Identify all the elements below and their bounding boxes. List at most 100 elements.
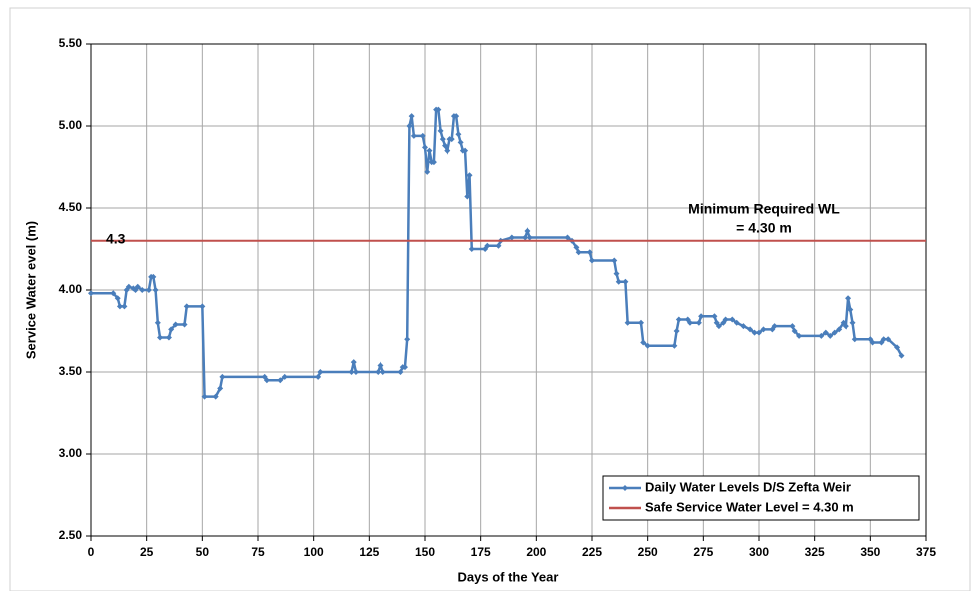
data-point	[315, 373, 322, 380]
data-point	[455, 131, 462, 138]
data-point	[715, 323, 722, 330]
x-tick-label: 275	[693, 545, 713, 559]
data-point	[437, 127, 444, 134]
data-point	[424, 168, 431, 175]
data-point	[522, 234, 529, 241]
data-point	[845, 295, 852, 302]
data-point	[139, 287, 146, 293]
x-tick-label: 225	[582, 545, 602, 559]
x-tick-label: 350	[860, 545, 880, 559]
data-point	[219, 373, 226, 380]
data-point	[673, 328, 680, 334]
data-point	[430, 159, 437, 166]
data-point	[464, 193, 471, 200]
data-point	[422, 144, 428, 151]
data-point	[613, 270, 620, 277]
x-tick-label: 100	[304, 545, 324, 559]
data-point	[751, 329, 758, 336]
data-point	[698, 313, 705, 320]
x-tick-label: 175	[471, 545, 491, 559]
data-point	[263, 377, 270, 384]
data-point	[729, 316, 736, 323]
annotation: Minimum Required WL	[688, 201, 840, 217]
data-point	[352, 369, 359, 375]
legend	[602, 475, 920, 521]
data-point	[695, 319, 702, 326]
y-tick-label: 4.00	[59, 282, 83, 296]
data-point	[404, 336, 411, 343]
data-point	[484, 242, 491, 249]
data-point	[847, 306, 854, 313]
data-point	[377, 362, 384, 369]
data-point	[831, 329, 838, 336]
data-point	[172, 321, 179, 328]
data-point	[733, 319, 740, 326]
data-point	[740, 323, 747, 330]
y-tick-label: 5.50	[59, 36, 83, 50]
data-point	[586, 249, 593, 256]
data-point	[675, 316, 682, 323]
x-tick-label: 325	[805, 545, 825, 559]
data-point	[827, 332, 834, 339]
data-point	[822, 329, 829, 336]
data-point	[406, 123, 413, 129]
x-tick-label: 0	[88, 545, 95, 559]
data-point	[317, 369, 324, 375]
data-point	[885, 336, 892, 343]
data-point	[637, 319, 644, 326]
x-tick-label: 50	[196, 545, 210, 559]
data-point	[379, 369, 386, 375]
data-point	[435, 106, 442, 113]
data-point	[448, 136, 455, 143]
data-point	[760, 326, 767, 333]
data-point	[277, 377, 284, 384]
data-point	[573, 244, 580, 251]
data-point	[401, 364, 408, 371]
data-point	[851, 336, 858, 343]
y-axis-label: Service Water evel (m)	[23, 221, 38, 359]
x-tick-label: 375	[916, 545, 936, 559]
data-point	[397, 369, 404, 375]
data-point	[898, 352, 905, 359]
data-point	[350, 359, 357, 366]
data-point	[615, 278, 622, 285]
data-point	[150, 273, 157, 280]
x-tick-label: 25	[140, 545, 154, 559]
data-point	[771, 323, 778, 330]
data-point	[444, 147, 451, 154]
data-point	[756, 329, 762, 336]
data-point	[644, 342, 651, 349]
data-point	[526, 234, 533, 241]
data-point	[199, 303, 206, 310]
data-point	[419, 132, 426, 139]
data-point	[439, 136, 446, 143]
data-point	[589, 257, 595, 264]
data-point	[348, 369, 355, 375]
data-point	[722, 316, 729, 323]
data-point	[134, 283, 141, 290]
data-point	[611, 257, 618, 264]
annotation: 4.3	[106, 231, 126, 247]
data-point	[457, 139, 464, 146]
data-point	[212, 393, 219, 400]
plot-area	[90, 43, 927, 537]
data-point	[624, 319, 631, 326]
data-point	[564, 234, 571, 241]
x-tick-label: 300	[749, 545, 769, 559]
y-tick-label: 2.50	[59, 528, 83, 542]
legend-label: Safe Service Water Level = 4.30 m	[645, 499, 854, 514]
data-point	[894, 344, 901, 351]
data-point	[157, 334, 164, 341]
data-point	[116, 303, 123, 310]
data-point	[88, 290, 94, 297]
data-point	[114, 295, 121, 302]
annotation: = 4.30 m	[736, 220, 792, 236]
x-tick-label: 200	[526, 545, 546, 559]
data-point	[747, 326, 754, 333]
x-tick-label: 250	[638, 545, 658, 559]
data-point	[880, 336, 887, 343]
legend-marker	[622, 485, 628, 491]
data-point	[152, 287, 159, 293]
data-point	[426, 147, 433, 154]
